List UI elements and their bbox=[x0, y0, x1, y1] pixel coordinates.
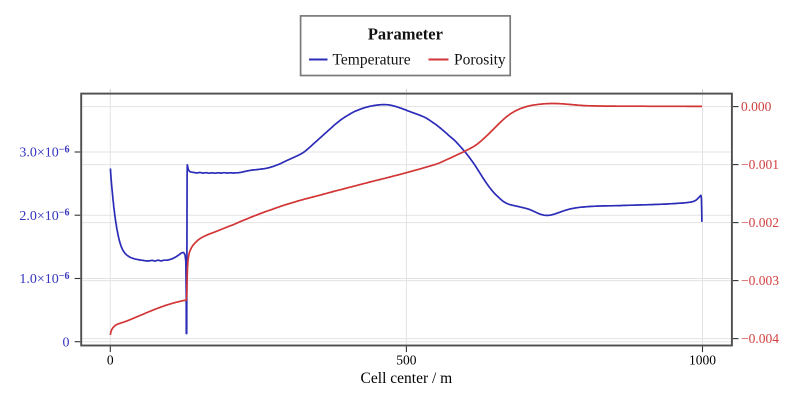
svg-text:0: 0 bbox=[63, 335, 70, 350]
svg-text:Temperature: Temperature bbox=[333, 52, 411, 69]
svg-text:Porosity: Porosity bbox=[454, 52, 506, 69]
svg-text:Parameter: Parameter bbox=[368, 25, 443, 44]
svg-text:1.0×10−6: 1.0×10−6 bbox=[19, 271, 69, 287]
svg-text:0: 0 bbox=[107, 353, 114, 368]
svg-text:−0.003: −0.003 bbox=[741, 273, 779, 288]
svg-text:500: 500 bbox=[396, 353, 417, 368]
svg-text:0.000: 0.000 bbox=[741, 99, 772, 114]
svg-text:−0.001: −0.001 bbox=[741, 157, 779, 172]
svg-text:−0.004: −0.004 bbox=[741, 331, 779, 346]
svg-text:2.0×10−6: 2.0×10−6 bbox=[19, 208, 69, 224]
svg-text:1000: 1000 bbox=[689, 353, 716, 368]
svg-text:Cell center / m: Cell center / m bbox=[361, 370, 453, 387]
svg-text:3.0×10−6: 3.0×10−6 bbox=[19, 144, 69, 160]
svg-text:−0.002: −0.002 bbox=[741, 215, 779, 230]
